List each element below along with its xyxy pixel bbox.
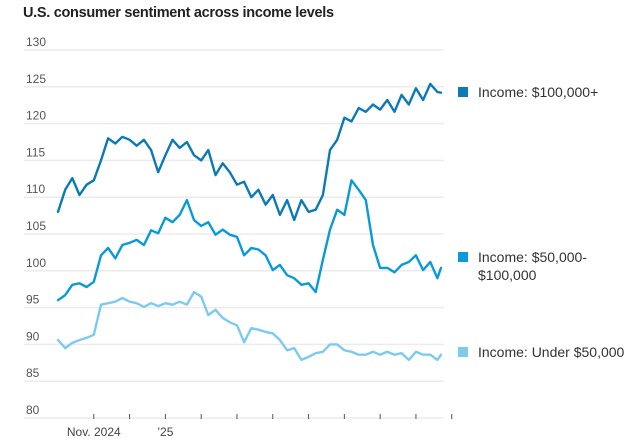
series-line-1 <box>56 179 443 302</box>
legend-label: Income: Under $50,000 <box>478 344 625 360</box>
y-tick-label: 130 <box>26 35 46 49</box>
x-axis: Nov. 2024 ’25 <box>67 414 453 439</box>
y-tick-label: 90 <box>26 329 40 343</box>
legend-swatch <box>458 252 468 262</box>
legend-swatch <box>458 87 468 97</box>
y-tick-label: 110 <box>26 182 45 196</box>
legend-swatch <box>458 347 468 357</box>
legend-label: Income: $100,000+ <box>478 84 599 100</box>
legend-label-line1: Income: $50,000- <box>478 249 587 265</box>
legend-item-income-100k-plus: Income: $100,000+ <box>458 83 638 101</box>
y-tick-label: 105 <box>26 219 46 233</box>
y-tick-label: 115 <box>26 145 45 159</box>
series-line-2 <box>56 290 443 362</box>
y-tick-label: 80 <box>26 403 40 417</box>
series-lines <box>56 82 443 362</box>
y-tick-label: 100 <box>26 256 46 270</box>
y-axis-tick-labels: 80 85 90 95 100 105 110 115 120 125 130 <box>26 35 46 417</box>
chart-title: U.S. consumer sentiment across income le… <box>23 5 334 21</box>
x-tick-label: Nov. 2024 <box>67 425 121 439</box>
legend-label-line2: $100,000 <box>478 267 537 283</box>
y-tick-label: 85 <box>26 366 40 380</box>
legend-item-income-under-50k: Income: Under $50,000 <box>458 343 638 361</box>
legend-item-income-50k-100k: Income: $50,000- $100,000 <box>458 248 638 284</box>
x-tick-label: ’25 <box>157 425 173 439</box>
y-tick-label: 120 <box>26 109 46 123</box>
y-tick-label: 95 <box>26 293 40 307</box>
gridlines <box>24 49 444 419</box>
y-tick-label: 125 <box>26 72 46 86</box>
series-line-0 <box>56 82 443 222</box>
